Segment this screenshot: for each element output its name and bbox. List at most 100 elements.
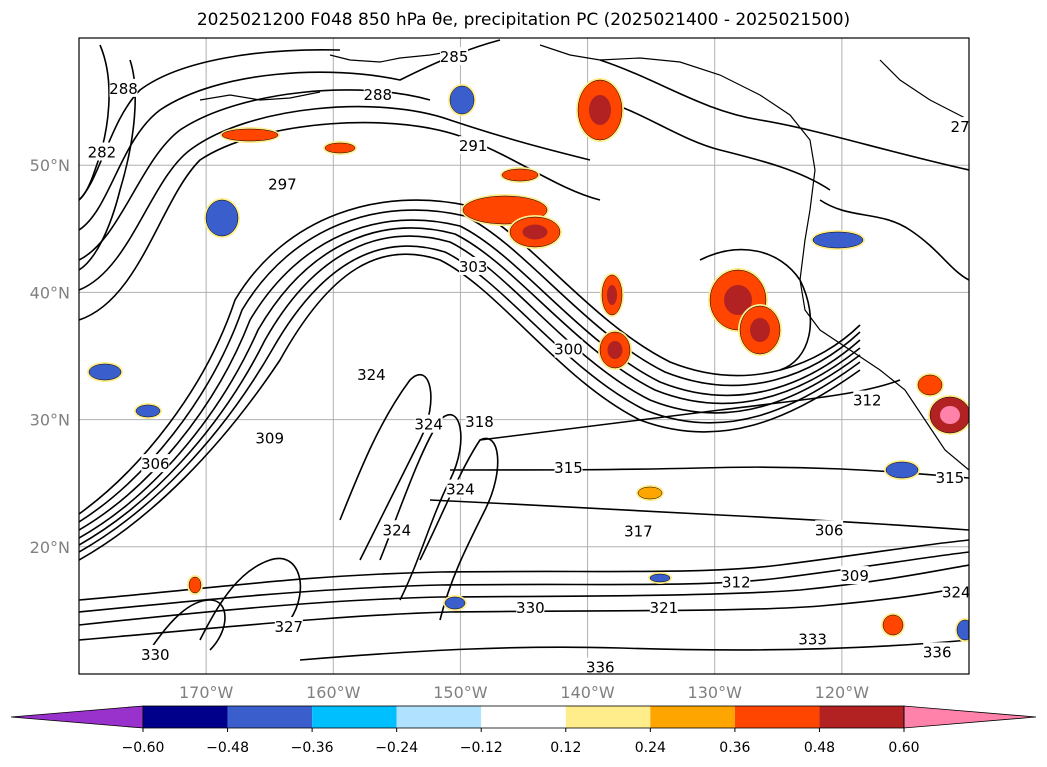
precip-core (607, 341, 623, 359)
contour-label: 324 (414, 416, 443, 434)
contour-label-bg (357, 365, 386, 384)
contour-label-bg (141, 454, 170, 473)
theta-e-contour (79, 219, 861, 531)
contour-label-bg (798, 629, 827, 648)
contour-label: 315 (554, 459, 583, 477)
contour-label-bg (624, 521, 653, 540)
theta-e-contour (79, 199, 861, 515)
plot-area: 285 288 291 297 303 300 312 309 306 315 318 324 324 3… (79, 38, 971, 677)
contour-label-bg (459, 136, 488, 155)
theta-e-contour (79, 105, 591, 291)
theta-e-contour (79, 539, 969, 601)
precip-patch (917, 374, 943, 396)
contour-label-bg (923, 642, 952, 661)
precip-patch (221, 128, 279, 142)
contour-label-bg (141, 644, 170, 663)
contour-label: 312 (853, 392, 882, 410)
precip-patch (205, 199, 239, 237)
colorbar-tick-label: −0.12 (460, 740, 503, 756)
theta-e-contour (79, 253, 861, 561)
axes: 20°N 30°N 40°N 50°N 170°W 160°W 150°W 140°W 130°… (30, 156, 870, 702)
colorbar-tick-label: 0.12 (550, 740, 581, 756)
contour-label-bg (942, 582, 969, 601)
theta-e-contour (419, 437, 499, 621)
theta-e-contour (379, 413, 462, 601)
contour-label: 309 (255, 430, 284, 448)
colorbar-tick-label: −0.60 (122, 740, 165, 756)
contour-label-bg (840, 566, 869, 585)
colorbar-tick-label: 0.24 (635, 740, 666, 756)
contour-label-bg (946, 117, 969, 136)
contour-label: 336 (923, 643, 952, 661)
contour-label-bg (446, 479, 475, 498)
precip-patch (88, 363, 122, 381)
colorbar-segment (227, 706, 313, 728)
contour-label-bg (853, 390, 882, 409)
contour-label: 300 (554, 341, 583, 359)
contour-label-bg (363, 85, 392, 104)
contour-label: 306 (815, 521, 844, 539)
chart-title: 2025021200 F048 850 hPa θe, precipitatio… (196, 10, 851, 30)
lon-tick-label: 140°W (560, 683, 615, 702)
contour-label: 315 (936, 469, 965, 487)
contour-label: 291 (459, 137, 488, 155)
lat-tick-label: 30°N (30, 411, 70, 430)
contour-label: 306 (141, 455, 170, 473)
contour-label: 324 (942, 584, 971, 602)
contour-label: 321 (650, 599, 679, 617)
colorbar-tick-label: −0.24 (375, 740, 418, 756)
contour-label: 324 (383, 521, 412, 539)
theta-e-contour (599, 59, 969, 171)
precip-patch (501, 168, 539, 182)
precip-patch (956, 619, 969, 641)
precip-core (940, 406, 960, 424)
contour-label: 327 (274, 618, 303, 636)
precip-patch (812, 231, 864, 249)
colorbar-segment (312, 706, 397, 728)
contour-label-bg (554, 339, 583, 358)
colorbar-segment (819, 706, 904, 728)
colorbar-segment (565, 706, 651, 728)
lon-tick-label: 170°W (179, 683, 234, 702)
theta-e-contour (79, 585, 969, 641)
coastline (539, 44, 969, 471)
theta-e-contour (79, 235, 861, 546)
contour-label-bg (459, 256, 488, 275)
precip-patch (135, 404, 161, 418)
contour-label: 324 (446, 481, 475, 499)
theta-e-contour (599, 99, 831, 191)
lat-tick-label: 20°N (30, 538, 70, 557)
contour-label-bg (255, 428, 284, 447)
contour-label: 288 (109, 80, 138, 98)
precip-patch (637, 486, 663, 500)
contour-label: 333 (798, 631, 827, 649)
theta-e-contour (79, 209, 861, 523)
colorbar-tick-label: 0.48 (804, 740, 835, 756)
precip-patch (649, 573, 671, 583)
contour-label-bg (274, 616, 303, 635)
lon-tick-label: 130°W (688, 683, 743, 702)
colorbar-tick-label: −0.36 (291, 740, 334, 756)
contour-label-bg (516, 597, 545, 616)
theta-e-contour (199, 557, 302, 641)
contour-label: 288 (363, 86, 392, 104)
colorbar-tick-label: 0.36 (719, 740, 750, 756)
colorbar-extend-high (903, 705, 1037, 729)
contour-label: 330 (516, 599, 545, 617)
precip-core (522, 224, 548, 240)
theta-e-contour (429, 499, 969, 531)
colorbar-frame (142, 705, 905, 729)
precip-core (724, 285, 752, 315)
theta-e-contour (79, 564, 969, 626)
lon-tick-label: 150°W (433, 683, 488, 702)
colorbar-extend-low (10, 705, 144, 729)
contour-label-bg (935, 468, 964, 487)
contour-label: 336 (586, 659, 615, 677)
plot-frame (78, 37, 970, 675)
theta-e-contour (149, 599, 226, 651)
theta-e-contour (479, 379, 901, 441)
contour-label: 285 (440, 48, 469, 66)
contour-label: 318 (465, 413, 494, 431)
precip-patch (444, 596, 466, 610)
